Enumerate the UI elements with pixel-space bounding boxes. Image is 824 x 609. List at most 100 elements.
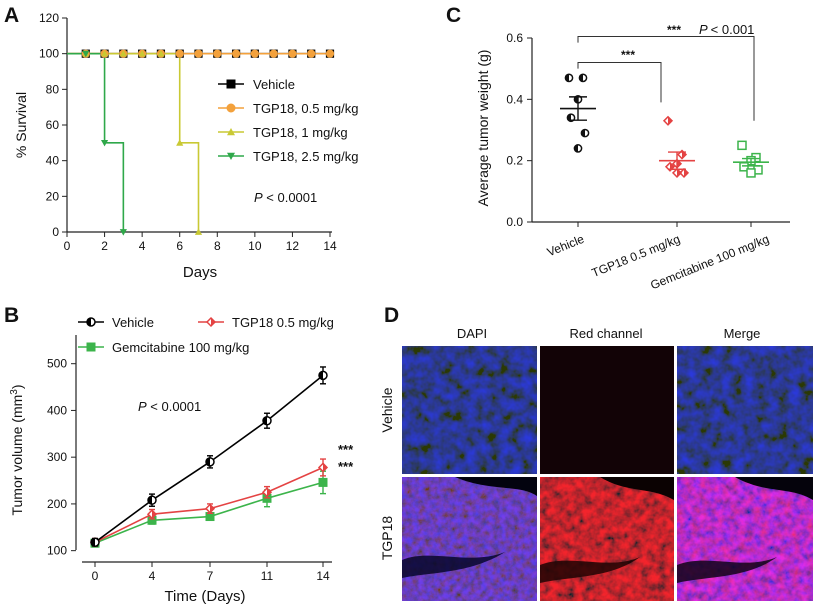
panel-a-marker-s2-6 <box>194 228 203 235</box>
panel-b-x-tick-label: 7 <box>207 569 214 583</box>
panel-a-marker-s1-6 <box>194 49 203 58</box>
panel-c-comparison-2-p: P < 0.001 <box>699 22 754 37</box>
panel-b-y-label-main: Tumor volume (mm <box>9 395 25 516</box>
panel-b-marker-s0-1-fill <box>148 496 152 505</box>
panel-b-marker-s0-0 <box>90 537 100 547</box>
micrograph-tgp18-merge <box>677 477 813 601</box>
panel-a-x-tick-label: 6 <box>176 239 183 253</box>
panel-b-marker-s0-1 <box>147 495 157 505</box>
panel-a-x-tick-label: 10 <box>248 239 262 253</box>
panel-b-legend-marker-2 <box>86 342 96 352</box>
panel-c-point-g1-4 <box>678 167 690 178</box>
panel-c-comparison-1-stars: *** <box>621 48 635 62</box>
panel-c-y-tick-label: 0.0 <box>506 215 523 229</box>
panel-a-x-tick-label: 14 <box>323 239 337 253</box>
panel-a-marker-s2-5 <box>176 139 184 146</box>
panel-b-marker-s1-3 <box>261 487 273 498</box>
panel-b-y-label-sup: 3 <box>9 389 20 395</box>
panel-a-marker-s1-5 <box>175 49 184 58</box>
panel-a-x-tick-label: 12 <box>286 239 300 253</box>
panel-a-y-tick-label: 120 <box>39 11 59 25</box>
micrograph-vehicle-dapi <box>402 346 537 474</box>
panel-a-legend-marker-1 <box>226 103 236 113</box>
panel-d-micrographs: DAPI Red channel Merge Vehicle TGP18 <box>379 326 813 601</box>
panel-b-y-tick-label: 100 <box>47 544 67 558</box>
panel-a-marker-s2-1 <box>100 50 109 57</box>
panel-b-marker-s0-4 <box>318 370 328 381</box>
micrograph-tgp18-red <box>540 477 674 601</box>
panel-a-legend-marker-0 <box>226 79 236 89</box>
panel-a-y-tick-label: 40 <box>46 154 60 168</box>
micrograph-col-dapi: DAPI <box>457 326 487 341</box>
panel-b-marker-s0-3-fill <box>263 416 267 425</box>
panel-a-series-line-3 <box>67 52 125 232</box>
panel-b-p-symbol: P <box>138 399 147 414</box>
panel-b-legend-marker-0-fill <box>87 318 91 326</box>
micrograph-row-tgp18: TGP18 <box>379 516 395 561</box>
panel-c-point-g0-5 <box>573 144 583 153</box>
panel-c-comparison-2-stars: *** <box>667 23 681 37</box>
panel-b-significance-gemcitabine: *** <box>338 459 354 474</box>
panel-a-marker-s1-8 <box>231 49 241 58</box>
panel-a-legend-label-2: TGP18, 1 mg/kg <box>253 125 348 140</box>
panel-c-point-g0-4-fill <box>581 129 585 137</box>
panel-b-p-value: P < 0.0001 <box>138 399 201 414</box>
panel-a-x-tick-label: 0 <box>64 239 71 253</box>
micrograph-row-vehicle: Vehicle <box>379 387 395 432</box>
panel-a-marker-s1-11 <box>288 49 297 58</box>
panel-a-y-label: % Survival <box>13 92 29 158</box>
panel-c-p-symbol: P <box>699 22 708 37</box>
panel-c-point-g1-0-fill <box>668 116 672 125</box>
panel-b-marker-s1-4 <box>317 462 329 473</box>
panel-b-legend: Vehicle TGP18 0.5 mg/kg Gemcitabine 100 mg… <box>78 315 334 355</box>
panel-b-x-tick-label: 4 <box>149 569 156 583</box>
panel-a-legend-label-1: TGP18, 0.5 mg/kg <box>253 101 359 116</box>
panel-c-bracket-1 <box>577 62 662 103</box>
panel-b-marker-s1-2-fill <box>210 504 214 513</box>
panel-a-p-value: P < 0.0001 <box>254 190 317 205</box>
panel-b-marker-s0-2-fill <box>206 457 210 466</box>
panel-c-y-label: Average tumor weight (g) <box>475 50 491 207</box>
panel-b-y-tick-label: 300 <box>47 450 67 464</box>
panel-a-y-tick-label: 100 <box>39 47 59 61</box>
panel-b-marker-s1-4-fill <box>323 463 327 472</box>
panel-b-y-tick-label: 500 <box>47 357 67 371</box>
panel-a-legend-marker-2 <box>227 128 235 136</box>
panel-a-x-label: Days <box>183 264 217 281</box>
panel-b-x-label: Time (Days) <box>164 588 245 605</box>
panel-c-y-tick-label: 0.2 <box>506 154 523 168</box>
panel-a-p-text: < 0.0001 <box>263 190 318 205</box>
panel-b-marker-s0-3 <box>262 415 272 426</box>
panel-c-category-label-0: Vehicle <box>545 232 586 260</box>
panel-a-marker-s3-0 <box>82 50 90 58</box>
panel-a-legend-label-0: Vehicle <box>253 77 295 92</box>
panel-b-legend-label-1: TGP18 0.5 mg/kg <box>232 315 334 330</box>
panel-c-bracket-2 <box>577 35 755 121</box>
panel-a-legend-label-3: TGP18, 2.5 mg/kg <box>253 149 359 164</box>
panel-b-marker-s0-0-fill <box>91 538 95 547</box>
panel-a-marker-s3-2 <box>119 229 127 236</box>
panel-a-x-tick-label: 8 <box>214 239 221 253</box>
micrograph-vehicle-red <box>540 346 674 474</box>
panel-a-marker-s1-9 <box>250 49 259 58</box>
panel-a-marker-s1-7 <box>213 49 222 58</box>
panel-label-a: A <box>4 4 19 27</box>
panel-b-legend-marker-1 <box>205 316 217 328</box>
panel-a-y-tick-label: 60 <box>46 118 60 132</box>
panel-b-legend-marker-1-fill <box>211 318 215 326</box>
panel-a-x-tick-label: 2 <box>101 239 108 253</box>
panel-label-d: D <box>384 304 399 327</box>
panel-a-marker-s2-4 <box>157 50 165 57</box>
panel-a-survival-chart: 0 20 40 60 80 100 120 0 2 4 6 8 10 12 14 Days % Surviv… <box>13 11 359 281</box>
panel-c-point-g0-4 <box>580 128 590 138</box>
panel-a-p-symbol: P <box>254 190 263 205</box>
panel-c-y-tick-label: 0.4 <box>506 92 523 106</box>
panel-b-x-tick-label: 11 <box>261 569 274 583</box>
panel-c-point-g1-0 <box>662 115 674 126</box>
panel-b-tumor-volume-chart: 100 200 300 400 500 0 4 7 11 14 Vehicle TGP18 0.5 … <box>9 315 354 605</box>
panel-c-point-g1-4-fill <box>684 168 688 177</box>
micrograph-vehicle-merge <box>677 346 813 474</box>
panel-b-marker-s1-2 <box>204 503 216 514</box>
panel-label-b: B <box>4 304 19 327</box>
